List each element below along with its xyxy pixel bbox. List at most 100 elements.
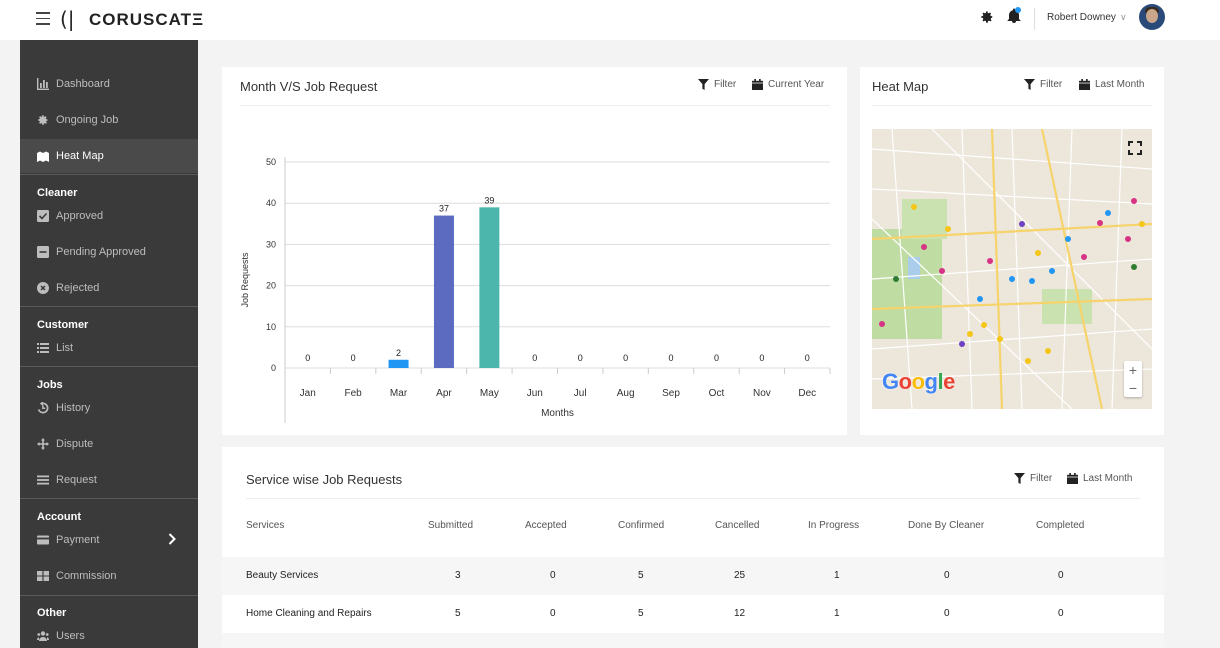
list-icon: [37, 342, 49, 354]
date-range-button[interactable]: Last Month: [1067, 473, 1132, 484]
x-tick-label: Aug: [617, 388, 635, 399]
chevron-right-icon[interactable]: [166, 533, 178, 545]
heat-map[interactable]: Google + −: [872, 129, 1152, 409]
data-label: 0: [805, 353, 810, 363]
users-icon: [37, 630, 49, 642]
calendar-icon: [752, 79, 763, 90]
filter-button[interactable]: Filter: [1014, 473, 1052, 484]
job-request-card: Month V/S Job Request Filter Current Yea…: [222, 67, 847, 435]
filter-icon: [698, 79, 709, 90]
y-tick-label: 50: [266, 157, 276, 167]
data-label: 39: [484, 195, 494, 205]
table-header-done-by-cleaner: Done By Cleaner: [908, 520, 985, 531]
hamburger-menu-icon[interactable]: [36, 12, 50, 25]
sidebar-divider: [20, 366, 198, 367]
table-row[interactable]: Home Cleaning and Repairs 5 0 5 12 1 0 0: [222, 595, 1164, 633]
sidebar: Dashboard Ongoing Job Heat Map Cleaner A…: [20, 40, 198, 648]
x-tick-label: Jan: [300, 388, 316, 399]
credit-card-icon: [37, 534, 49, 546]
sidebar-item-dispute[interactable]: Dispute: [20, 427, 198, 461]
map-zoom-control: + −: [1124, 361, 1142, 397]
card-title: Service wise Job Requests: [246, 472, 403, 487]
data-label: 0: [578, 353, 583, 363]
date-range-label: Last Month: [1095, 79, 1145, 90]
sidebar-item-list[interactable]: List: [20, 331, 198, 365]
top-bar: (| CORUSCATΞ Robert Downey ∨: [0, 0, 1220, 40]
table-row[interactable]: Beauty Services 3 0 5 25 1 0 0: [222, 557, 1164, 595]
map-icon: [37, 150, 49, 162]
sidebar-item-heat-map[interactable]: Heat Map: [20, 139, 198, 173]
date-range-button[interactable]: Last Month: [1079, 79, 1144, 90]
notification-dot: [1015, 7, 1021, 13]
cell-service: Beauty Services: [246, 570, 319, 581]
minus-square-icon: [37, 246, 49, 258]
x-tick-label: Dec: [798, 388, 816, 399]
sidebar-item-approved[interactable]: Approved: [20, 199, 198, 233]
x-tick-label: Oct: [709, 388, 725, 399]
map-tiles: [872, 129, 1152, 409]
gear-icon: [37, 114, 49, 126]
check-square-icon: [37, 210, 49, 222]
data-label: 0: [759, 353, 764, 363]
bar: [479, 207, 500, 368]
sidebar-item-ongoing-job[interactable]: Ongoing Job: [20, 103, 198, 137]
sidebar-item-payment[interactable]: Payment: [20, 523, 198, 557]
sidebar-item-label: Ongoing Job: [56, 114, 119, 126]
x-tick-label: Jun: [527, 388, 543, 399]
sidebar-item-users[interactable]: Users: [20, 619, 198, 648]
section-title-account: Account: [37, 511, 81, 523]
filter-icon: [1024, 79, 1035, 90]
card-title: Month V/S Job Request: [240, 79, 378, 94]
sidebar-divider: [20, 498, 198, 499]
cell-in-progress: 1: [834, 570, 840, 581]
data-label: 0: [669, 353, 674, 363]
date-range-button[interactable]: Current Year: [752, 79, 824, 90]
section-title-customer: Customer: [37, 319, 89, 331]
settings-gear-icon[interactable]: [980, 10, 994, 24]
y-tick-label: 30: [266, 239, 276, 249]
avatar[interactable]: [1139, 4, 1165, 30]
data-label: 0: [351, 353, 356, 363]
fullscreen-icon[interactable]: [1128, 141, 1142, 155]
data-label: 0: [623, 353, 628, 363]
menu-icon: [37, 474, 49, 486]
sidebar-item-label: Commission: [56, 570, 117, 582]
cell-done-by-cleaner: 0: [944, 570, 950, 581]
sidebar-item-commission[interactable]: Commission: [20, 559, 198, 593]
card-divider: [246, 498, 1140, 499]
sidebar-item-label: Request: [56, 474, 97, 486]
sidebar-item-rejected[interactable]: Rejected: [20, 271, 198, 305]
filter-button[interactable]: Filter: [1024, 79, 1062, 90]
section-title-other: Other: [37, 607, 67, 619]
sidebar-item-request[interactable]: Request: [20, 463, 198, 497]
user-chevron-down-icon[interactable]: ∨: [1120, 12, 1127, 22]
sidebar-item-history[interactable]: History: [20, 391, 198, 425]
zoom-in-button[interactable]: +: [1128, 362, 1138, 378]
cell-cancelled: 12: [734, 608, 746, 619]
x-tick-label: Mar: [390, 388, 408, 399]
history-icon: [37, 402, 49, 414]
x-axis-title: Months: [541, 408, 574, 419]
data-label: 2: [396, 348, 401, 358]
sidebar-divider: [20, 174, 198, 175]
card-divider: [240, 105, 830, 106]
table-row[interactable]: [222, 633, 1164, 648]
user-name[interactable]: Robert Downey: [1047, 12, 1116, 23]
bar: [433, 215, 454, 368]
y-tick-label: 20: [266, 281, 276, 291]
table-header-submitted: Submitted: [428, 520, 474, 531]
data-label: 0: [305, 353, 310, 363]
data-label: 0: [532, 353, 537, 363]
x-tick-label: May: [480, 388, 499, 399]
sidebar-item-dashboard[interactable]: Dashboard: [20, 67, 198, 101]
sidebar-item-pending-approved[interactable]: Pending Approved: [20, 235, 198, 269]
sidebar-item-label: List: [56, 342, 74, 354]
zoom-out-button[interactable]: −: [1128, 380, 1138, 396]
google-logo: Google: [882, 369, 955, 394]
bar-chart: 0 10 20 30 40 50 0 Jan 0 Feb 2 Mar 37 Apr 39 May 0 Jun 0 Ju…: [240, 157, 831, 423]
bar: [388, 359, 409, 368]
filter-button[interactable]: Filter: [698, 79, 736, 90]
filter-label: Filter: [1030, 473, 1053, 484]
cell-completed: 0: [1058, 570, 1064, 581]
cell-accepted: 0: [550, 608, 556, 619]
